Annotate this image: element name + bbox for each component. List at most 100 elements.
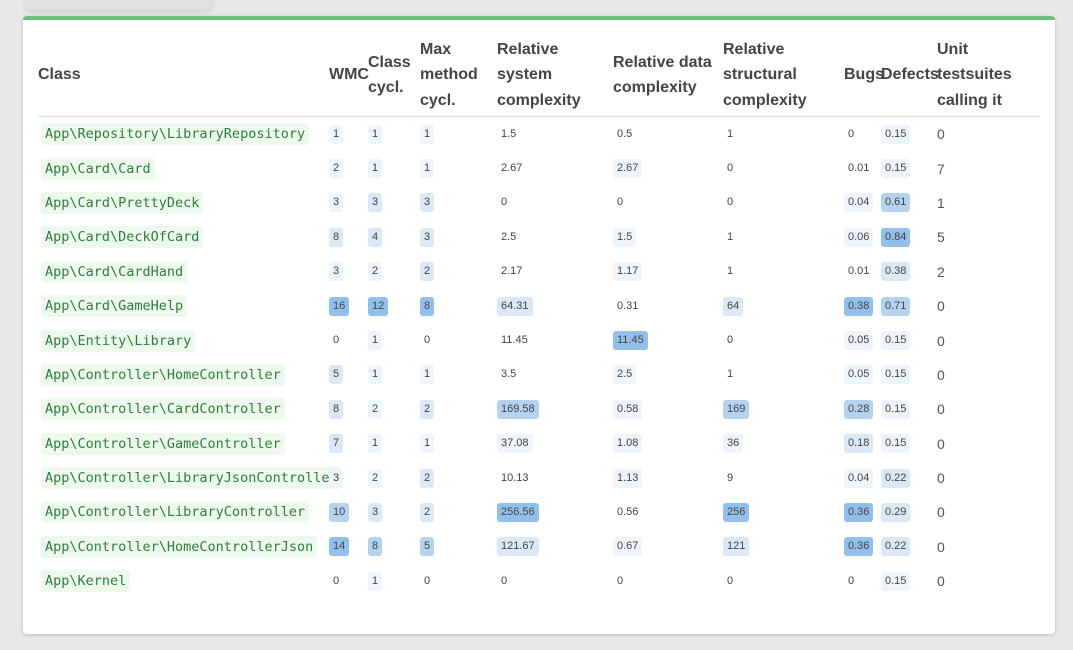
header-class-cycl[interactable]: Class cycl. <box>368 36 420 117</box>
defects-cell: 0.15 <box>881 117 937 152</box>
class-cell: App\Card\CardHand <box>38 255 329 289</box>
metric-value: 1 <box>420 159 435 179</box>
max-method-cycl-cell: 0 <box>420 564 497 598</box>
relative-data-complexity-cell: 1.13 <box>613 461 723 495</box>
class-cell: App\Controller\HomeController <box>38 358 329 392</box>
header-relative-data-complexity[interactable]: Relative data complexity <box>613 36 723 117</box>
metric-value: 2 <box>368 468 383 488</box>
header-wmc[interactable]: WMC <box>329 36 369 117</box>
metric-value: 0.28 <box>844 399 874 419</box>
header-max-method-cycl[interactable]: Max method cycl. <box>420 36 497 117</box>
metric-value: 121 <box>723 537 750 557</box>
metric-value: 0 <box>501 196 508 209</box>
class-name-link[interactable]: App\Card\CardHand <box>41 260 188 283</box>
wmc-cell: 3 <box>329 255 368 289</box>
header-relative-structural-complexity[interactable]: Relative structural complexity <box>723 36 844 117</box>
class-name-link[interactable]: App\Controller\HomeController <box>41 363 285 386</box>
header-relative-system-complexity[interactable]: Relative system complexity <box>497 36 613 117</box>
metric-value: 1 <box>368 159 383 179</box>
metric-value: 1.13 <box>613 468 643 488</box>
class-cycl-cell: 12 <box>368 289 420 323</box>
relative-data-complexity-cell: 0.56 <box>613 495 723 529</box>
metric-value: 0 <box>937 470 945 487</box>
class-name-link[interactable]: App\Card\Card <box>41 157 155 180</box>
class-name-link[interactable]: App\Kernel <box>41 570 131 593</box>
relative-structural-complexity-cell: 1 <box>723 220 844 254</box>
class-name-link[interactable]: App\Controller\CardController <box>41 398 285 421</box>
class-name-link[interactable]: App\Controller\LibraryController <box>41 501 310 524</box>
metric-value: 3 <box>420 227 435 247</box>
max-method-cycl-cell: 2 <box>420 495 497 529</box>
class-name-link[interactable]: App\Card\GameHelp <box>41 295 188 318</box>
table-row: App\Card\DeckOfCard 8 4 3 2.5 1.5 1 0.06 0.84 5 <box>38 220 1040 254</box>
unit-testsuites-cell: 0 <box>937 289 1040 323</box>
unit-testsuites-cell: 5 <box>937 220 1040 254</box>
relative-data-complexity-cell: 0 <box>613 564 723 598</box>
class-name-link[interactable]: App\Controller\HomeControllerJson <box>41 535 318 558</box>
metric-value: 0 <box>617 574 624 587</box>
metric-value: 0 <box>727 196 734 209</box>
wmc-cell: 8 <box>329 220 368 254</box>
class-name-link[interactable]: App\Entity\Library <box>41 329 196 352</box>
bugs-cell: 0.06 <box>844 220 881 254</box>
bugs-cell: 0.18 <box>844 427 881 461</box>
metric-value: 1.08 <box>613 434 643 454</box>
metric-value: 0.15 <box>881 331 911 351</box>
table-row: App\Controller\LibraryController 10 3 2 256.… <box>38 495 1040 529</box>
metric-value: 14 <box>329 537 350 557</box>
metric-value: 0 <box>848 127 855 140</box>
unit-testsuites-cell: 0 <box>937 530 1040 564</box>
relative-system-complexity-cell: 64.31 <box>497 289 613 323</box>
metric-value: 0 <box>937 573 945 590</box>
wmc-cell: 3 <box>329 461 368 495</box>
header-unit-testsuites[interactable]: Unit testsuites calling it <box>937 36 1040 117</box>
metric-value: 0.15 <box>881 571 911 591</box>
metric-value: 8 <box>368 537 383 557</box>
unit-testsuites-cell: 2 <box>937 255 1040 289</box>
defects-cell: 0.71 <box>881 289 937 323</box>
class-name-link[interactable]: App\Card\PrettyDeck <box>41 191 204 214</box>
header-bugs[interactable]: Bugs <box>844 36 884 117</box>
defects-cell: 0.29 <box>881 495 937 529</box>
relative-structural-complexity-cell: 64 <box>723 289 844 323</box>
metric-value: 0.05 <box>844 365 874 385</box>
relative-system-complexity-cell: 37.08 <box>497 427 613 461</box>
unit-testsuites-cell: 0 <box>937 323 1040 357</box>
metric-value: 0.36 <box>844 537 874 557</box>
header-class[interactable]: Class <box>38 36 329 117</box>
metric-value: 8 <box>329 399 344 419</box>
metric-value: 0.18 <box>844 434 874 454</box>
metric-value: 0.58 <box>613 399 643 419</box>
relative-data-complexity-cell: 11.45 <box>613 323 723 357</box>
metric-value: 0.15 <box>881 434 911 454</box>
class-name-link[interactable]: App\Controller\GameController <box>41 432 285 455</box>
metric-value: 3.5 <box>501 368 517 381</box>
table-row: App\Card\GameHelp 16 12 8 64.31 0.31 64 0.38 0.7… <box>38 289 1040 323</box>
relative-data-complexity-cell: 0 <box>613 186 723 220</box>
metric-value: 0 <box>727 574 734 587</box>
class-cell: App\Card\Card <box>38 151 329 185</box>
relative-system-complexity-cell: 121.67 <box>497 530 613 564</box>
class-name-link[interactable]: App\Card\DeckOfCard <box>41 226 204 249</box>
header-defects[interactable]: Defects <box>881 36 939 117</box>
table-row: App\Kernel 0 1 0 0 0 0 0 0.15 0 <box>38 564 1040 598</box>
metrics-card: Class WMC Class cycl. Max method cycl. R… <box>23 16 1055 634</box>
class-name-link[interactable]: App\Repository\LibraryRepository <box>41 123 310 146</box>
metric-value: 0.06 <box>844 227 874 247</box>
relative-structural-complexity-cell: 1 <box>723 117 844 152</box>
metric-value: 0.84 <box>881 227 911 247</box>
metric-value: 169.58 <box>497 399 539 419</box>
class-cycl-cell: 1 <box>368 427 420 461</box>
metric-value: 1.5 <box>613 227 637 247</box>
relative-structural-complexity-cell: 36 <box>723 427 844 461</box>
metric-value: 2 <box>329 159 344 179</box>
class-cell: App\Kernel <box>38 564 329 598</box>
header-row: Class WMC Class cycl. Max method cycl. R… <box>38 36 1040 117</box>
class-name-link[interactable]: App\Controller\LibraryJsonController <box>41 467 342 490</box>
relative-structural-complexity-cell: 9 <box>723 461 844 495</box>
metric-value: 1 <box>937 194 945 211</box>
metric-value: 0.01 <box>848 162 870 175</box>
metric-value: 2.67 <box>501 162 523 175</box>
defects-cell: 0.15 <box>881 358 937 392</box>
metric-value: 10 <box>329 502 350 522</box>
